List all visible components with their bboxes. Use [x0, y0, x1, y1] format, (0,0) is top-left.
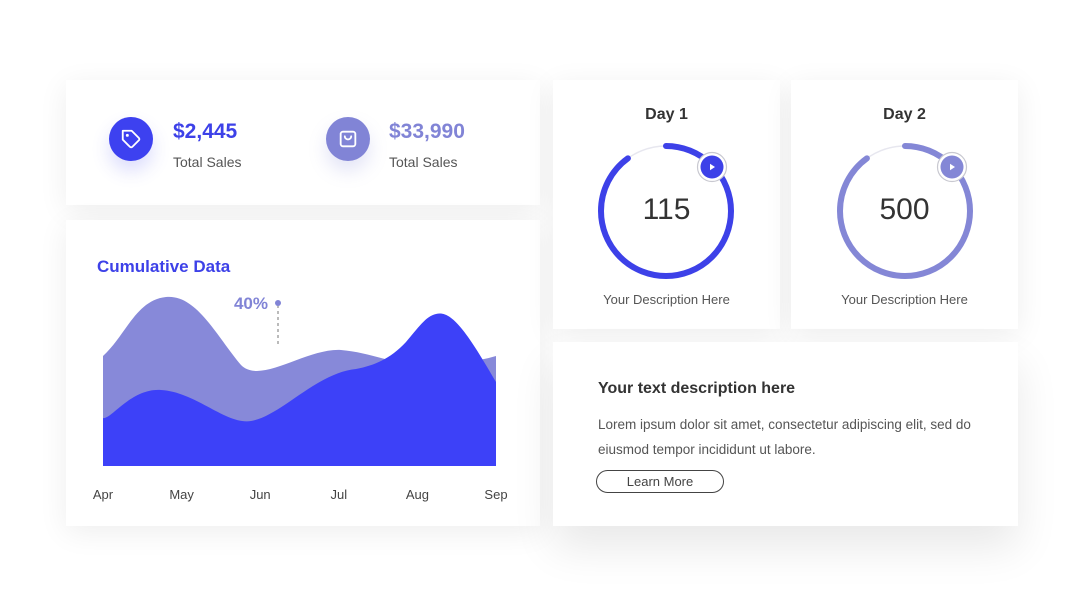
tag-icon [109, 117, 153, 161]
day-title: Day 1 [645, 106, 688, 123]
x-tick-label: Sep [484, 487, 507, 502]
annotation-dot [275, 300, 281, 306]
play-icon [950, 163, 955, 171]
x-tick-label: Jul [330, 487, 347, 502]
area-chart: 40% Apr May Jun Jul Aug Sep [93, 294, 508, 502]
x-tick-label: Apr [93, 487, 114, 502]
learn-more-button[interactable]: Learn More [596, 470, 724, 493]
play-button[interactable] [696, 151, 728, 183]
day-description: Your Description Here [603, 292, 730, 307]
sales-label: Total Sales [173, 154, 242, 170]
shopping-bag-icon [326, 117, 370, 161]
day-card-2: Day 2 500 Your Description Here [791, 80, 1018, 329]
sales-value: $2,445 [173, 120, 238, 143]
progress-ring [598, 143, 734, 279]
day-number: 115 [642, 193, 691, 226]
chart-card: Cumulative Data 40% Apr May Jun Jul Aug Sep [66, 220, 540, 526]
sales-card: $2,445 Total Sales $33,990 Total Sales [66, 80, 540, 205]
x-tick-label: Aug [406, 487, 429, 502]
progress-ring [837, 143, 973, 279]
description-body: Lorem ipsum dolor sit amet, consectetur … [598, 417, 971, 457]
x-tick-label: Jun [250, 487, 271, 502]
play-button[interactable] [936, 151, 968, 183]
description-card: Your text description here Lorem ipsum d… [553, 342, 1018, 526]
description-heading: Your text description here [598, 380, 796, 397]
series-front-area [103, 313, 496, 466]
day-description: Your Description Here [841, 292, 968, 307]
x-axis: Apr May Jun Jul Aug Sep [93, 487, 508, 502]
day-title: Day 2 [883, 106, 926, 123]
annotation-label: 40% [234, 294, 268, 313]
sales-stat-1: $2,445 Total Sales [66, 80, 303, 205]
x-tick-label: May [169, 487, 194, 502]
chart-title: Cumulative Data [97, 257, 231, 276]
sales-label: Total Sales [389, 154, 458, 170]
day-card-1: Day 1 115 Your Description Here [553, 80, 780, 329]
day-number: 500 [879, 193, 930, 226]
play-icon [710, 163, 715, 171]
sales-value: $33,990 [389, 120, 465, 143]
sales-stat-2: $33,990 Total Sales [303, 80, 540, 205]
